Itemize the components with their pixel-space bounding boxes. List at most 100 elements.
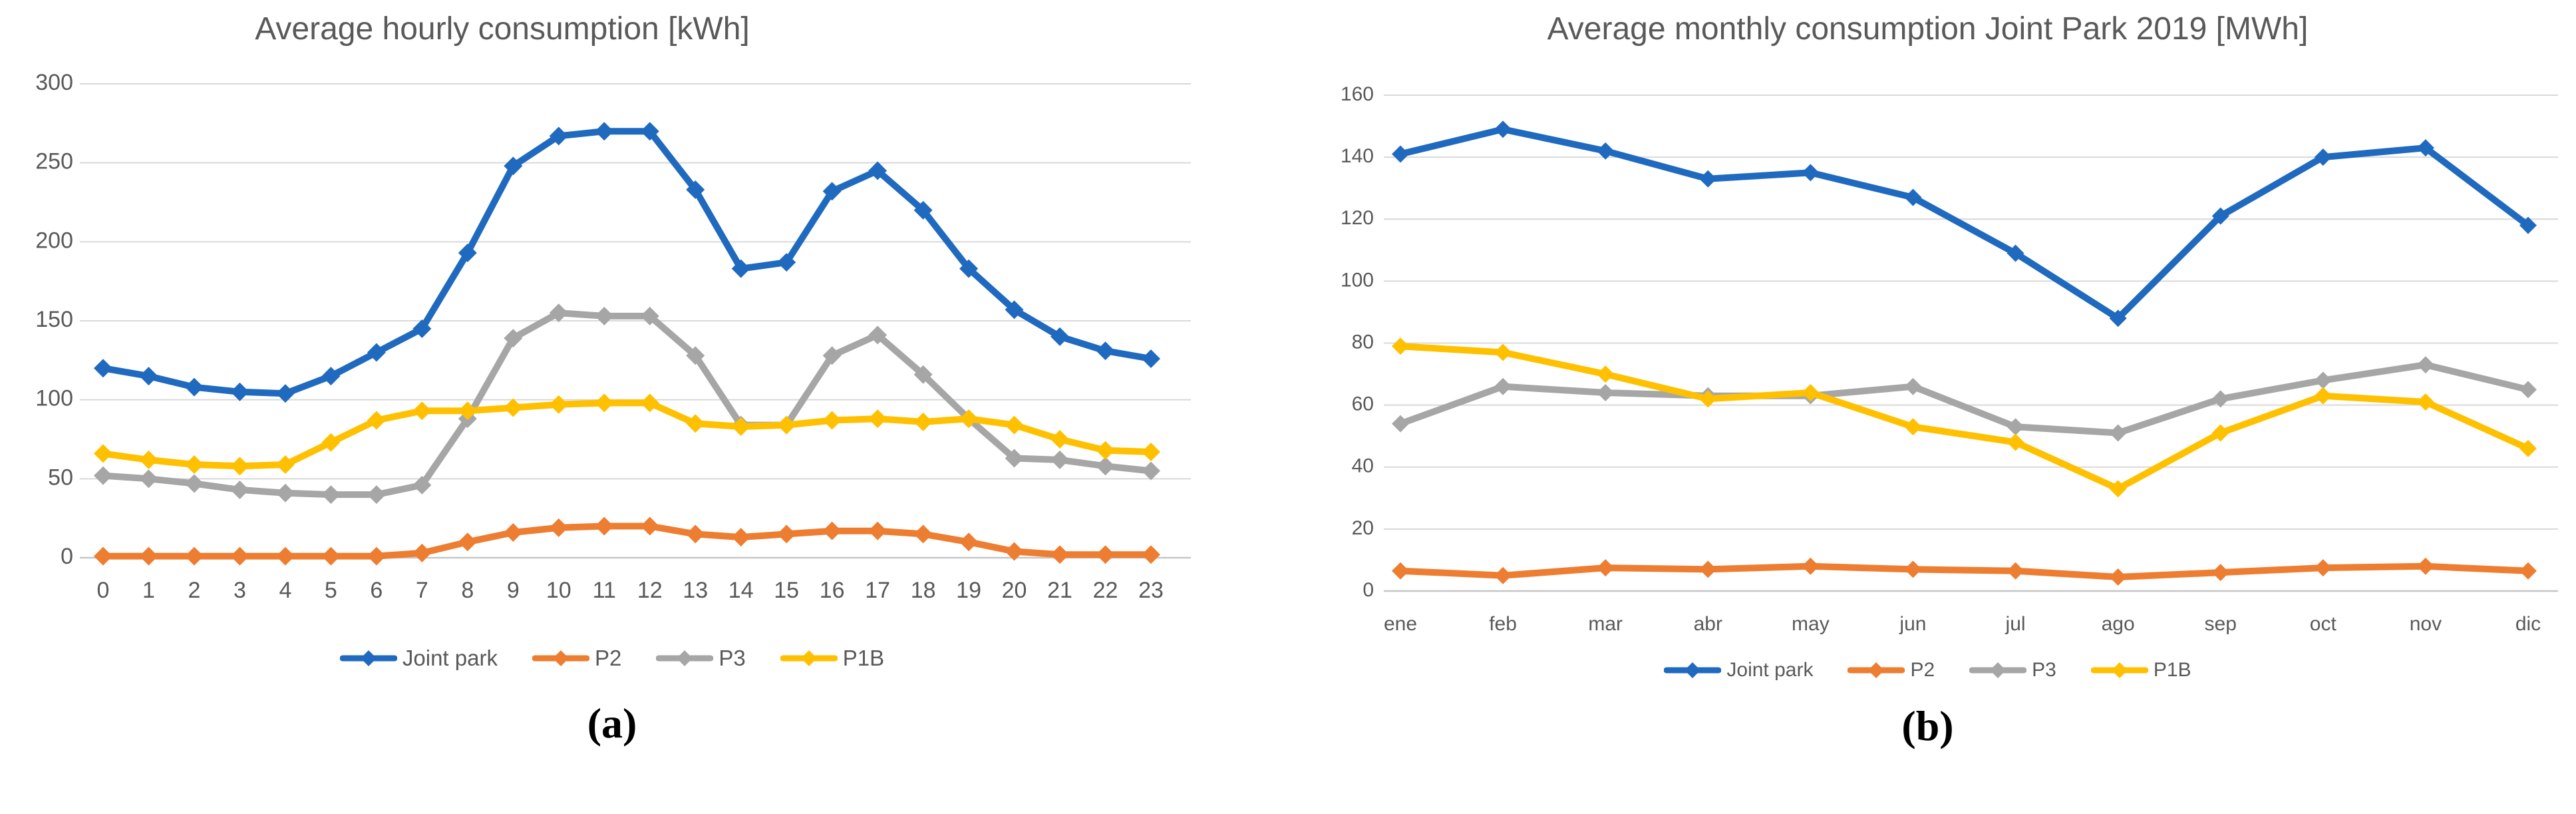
- x-tick-label: jul: [2005, 613, 2026, 635]
- legend-label-p1b: P1B: [2153, 659, 2191, 681]
- marker-p1b: [412, 401, 432, 421]
- marker-joint-park: [2519, 216, 2537, 234]
- x-tick-label: jun: [1899, 613, 1926, 635]
- y-tick-label: 0: [61, 544, 73, 569]
- marker-joint-park: [458, 243, 477, 262]
- marker-joint-park: [1050, 327, 1070, 346]
- marker-p2: [1802, 557, 1820, 575]
- y-tick-label: 300: [35, 70, 73, 95]
- y-tick-label: 100: [35, 386, 73, 411]
- legend-label-p3: P3: [2032, 659, 2056, 681]
- marker-p1b: [640, 393, 659, 413]
- marker-joint-park: [2007, 244, 2024, 262]
- marker-p3: [412, 475, 432, 495]
- y-tick-label: 60: [1352, 393, 1374, 415]
- marker-p2: [1096, 545, 1115, 564]
- x-tick-label: dic: [2515, 613, 2541, 635]
- marker-p1b: [1494, 343, 1512, 361]
- marker-p2: [458, 532, 477, 552]
- marker-p2: [595, 516, 614, 536]
- marker-p2: [1050, 545, 1070, 564]
- marker-p3: [595, 306, 614, 325]
- x-tick-label: 10: [546, 578, 571, 603]
- x-tick-label: 5: [325, 578, 337, 603]
- marker-joint-park: [868, 161, 887, 180]
- marker-p3: [2211, 390, 2229, 408]
- legend-item-joint-park: Joint park: [1664, 659, 1813, 682]
- y-tick-label: 160: [1341, 83, 1374, 105]
- marker-p1b: [822, 411, 842, 430]
- x-tick-label: ene: [1384, 613, 1417, 635]
- marker-p1b: [1142, 442, 1160, 461]
- marker-p1b: [913, 412, 933, 431]
- marker-p1b: [777, 415, 796, 435]
- marker-p2: [1494, 566, 1512, 584]
- marker-p3: [913, 365, 933, 384]
- marker-p2: [275, 546, 295, 566]
- x-tick-label: sep: [2205, 613, 2237, 635]
- marker-p2: [822, 521, 842, 540]
- legend-item-p2: P2: [1848, 659, 1935, 682]
- marker-joint-park: [139, 367, 158, 386]
- marker-p1b: [504, 398, 523, 417]
- marker-p2: [1392, 562, 1409, 580]
- marker-joint-park: [1597, 142, 1615, 160]
- marker-p3: [686, 346, 705, 365]
- x-tick-label: 11: [593, 578, 616, 603]
- marker-p3: [1096, 457, 1115, 476]
- marker-p3: [822, 346, 842, 365]
- x-tick-label: 3: [234, 578, 246, 603]
- marker-p2: [1142, 545, 1160, 564]
- marker-p2: [913, 524, 933, 544]
- marker-p1b: [2211, 424, 2229, 442]
- y-tick-label: 150: [35, 307, 73, 332]
- marker-joint-park: [2314, 148, 2332, 166]
- marker-p2: [1699, 560, 1717, 578]
- monthly-chart-caption: (b): [1901, 702, 1954, 749]
- x-tick-label: 18: [911, 578, 936, 603]
- monthly-chart-plot: 0 20 40 60 80 100 120 140 160 ene feb mar abr may jun j…: [1341, 83, 2558, 635]
- series-line-joint-park: [1397, 126, 2531, 322]
- monthly-chart-title: Average monthly consumption Joint Park 2…: [1547, 11, 2309, 47]
- x-tick-label: feb: [1489, 613, 1517, 635]
- marker-p1b: [1699, 390, 1717, 408]
- marker-joint-park: [959, 259, 979, 278]
- y-tick-label: 120: [1341, 207, 1374, 229]
- legend-marker-icon-p3: [1969, 662, 2027, 678]
- legend-label-p2: P2: [594, 646, 622, 670]
- marker-joint-park: [321, 367, 341, 386]
- marker-p3: [2007, 418, 2024, 436]
- marker-p1b: [731, 417, 750, 437]
- legend-item-joint-park: Joint park: [339, 646, 498, 671]
- x-tick-label: 15: [774, 578, 799, 603]
- marker-p3: [1597, 384, 1615, 401]
- x-tick-label: may: [1792, 613, 1830, 635]
- x-tick-label: 23: [1138, 578, 1164, 603]
- x-tick-label: 19: [956, 578, 981, 603]
- marker-p1b: [1392, 337, 1409, 355]
- y-tick-label: 50: [48, 465, 73, 490]
- x-tick-label: 13: [683, 578, 708, 603]
- marker-p1b: [1005, 415, 1024, 435]
- x-tick-label: 2: [188, 578, 200, 603]
- legend-marker-icon-p3: [656, 650, 714, 666]
- monthly-chart-panel: Average monthly consumption Joint Park 2…: [1291, 0, 2565, 751]
- marker-joint-park: [640, 122, 659, 141]
- marker-p3: [549, 304, 568, 323]
- x-tick-label: 17: [865, 578, 890, 603]
- marker-p1b: [2416, 393, 2434, 411]
- marker-p1b: [868, 409, 887, 429]
- series-line-joint-park: [100, 128, 1154, 397]
- x-tick-label: 22: [1093, 578, 1118, 603]
- marker-joint-park: [2416, 139, 2434, 157]
- marker-p1b: [1904, 418, 1922, 436]
- x-tick-label: ago: [2102, 613, 2135, 635]
- series-line-p1b: [100, 399, 1154, 470]
- marker-joint-park: [595, 122, 614, 141]
- marker-joint-park: [777, 253, 796, 272]
- marker-p2: [777, 524, 796, 544]
- y-tick-label: 0: [1363, 579, 1374, 601]
- marker-p2: [959, 532, 979, 552]
- marker-p1b: [230, 457, 249, 476]
